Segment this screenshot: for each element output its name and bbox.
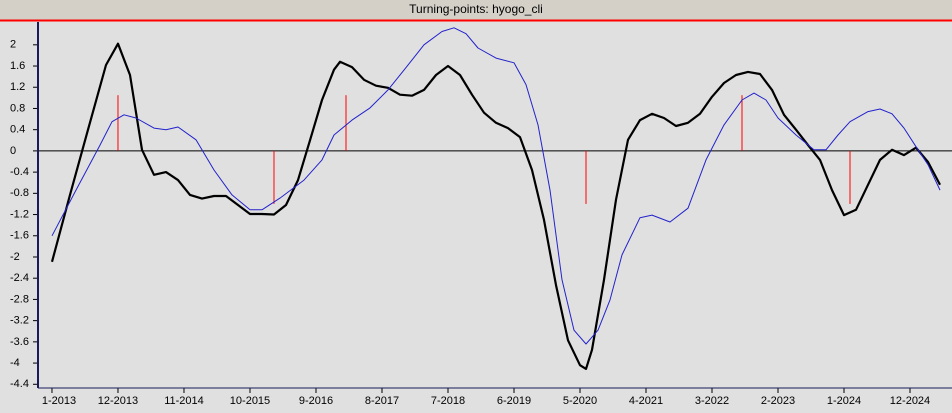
x-tick-label: 3-2022 (695, 395, 729, 407)
x-tick-label: 1-2013 (42, 395, 76, 407)
y-tick-label: 0.8 (10, 102, 25, 114)
x-tick-label: 11-2014 (164, 395, 204, 407)
x-tick-label: 2-2023 (761, 395, 795, 407)
x-tick-label: 12-2024 (890, 395, 930, 407)
y-tick-label: -2.4 (10, 272, 29, 284)
x-tick-label: 8-2017 (365, 395, 399, 407)
x-tick-label: 12-2013 (98, 395, 138, 407)
x-tick-label: 9-2016 (299, 395, 333, 407)
plot-area (38, 22, 952, 388)
y-tick-label: -1.2 (10, 208, 29, 220)
y-tick-label: -4 (10, 357, 20, 369)
y-tick-label: 0 (10, 145, 16, 157)
y-tick-label: -4.4 (10, 378, 29, 390)
series-line (51, 27, 941, 345)
y-tick-label: -2 (10, 251, 20, 263)
y-tick-label: 1.6 (10, 60, 25, 72)
series-line (50, 42, 941, 370)
y-tick-label: -3.6 (10, 336, 29, 348)
y-tick-label: -3.2 (10, 315, 29, 327)
x-tick-label: 5-2020 (563, 395, 597, 407)
y-tick-label: 2 (10, 39, 16, 51)
y-tick-label: -0.8 (10, 187, 29, 199)
y-tick-label: -2.8 (10, 293, 29, 305)
title-bar (0, 0, 952, 20)
y-tick-label: -0.4 (10, 166, 29, 178)
x-tick-label: 10-2015 (230, 395, 270, 407)
x-tick-label: 6-2019 (497, 395, 531, 407)
x-tick-label: 4-2021 (629, 395, 663, 407)
y-tick-label: -1.6 (10, 230, 29, 242)
x-tick-label: 7-2018 (431, 395, 465, 407)
x-tick-label: 1-2024 (827, 395, 861, 407)
chart-title: Turning-points: hyogo_cli (409, 2, 543, 16)
y-tick-label: 0.4 (10, 124, 25, 136)
y-tick-label: 1.2 (10, 81, 25, 93)
